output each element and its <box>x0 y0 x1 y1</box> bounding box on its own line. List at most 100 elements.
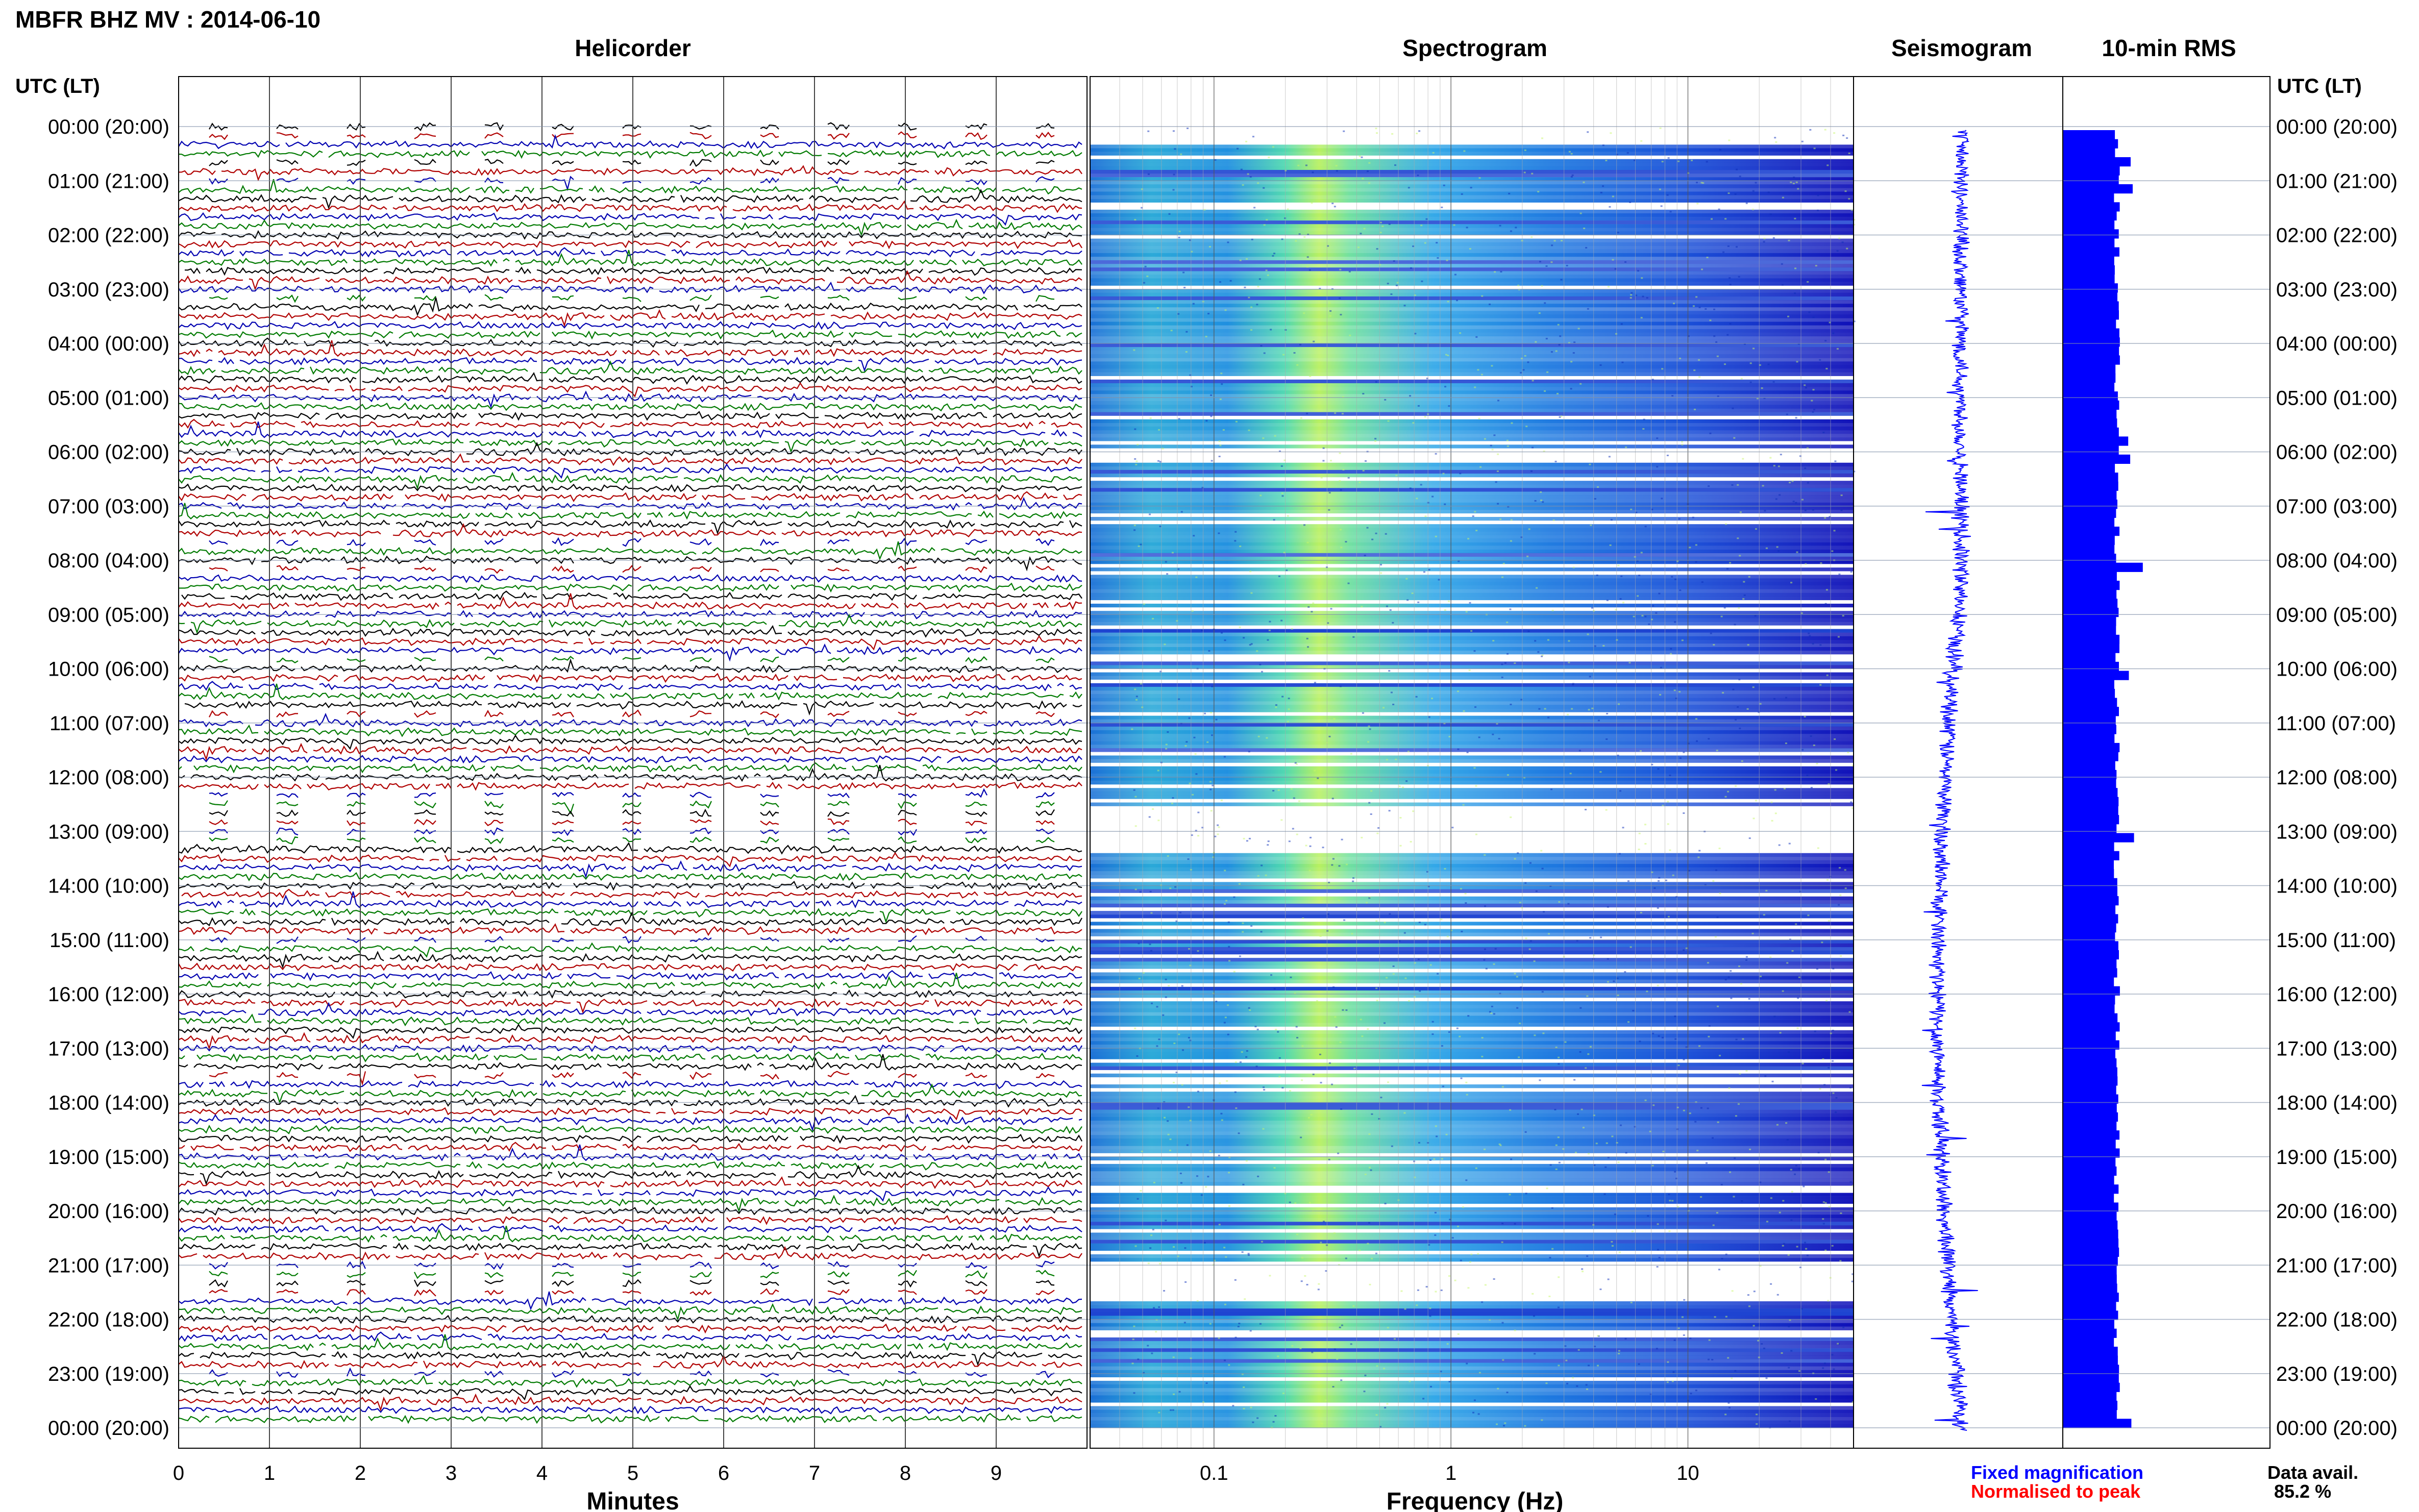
spectrogram-speckle <box>1752 190 1755 192</box>
spectrogram-speckle <box>1819 359 1821 361</box>
spectrogram-speckle <box>1724 796 1727 798</box>
spectrogram-speckle <box>1696 1150 1699 1152</box>
spectrogram-speckle <box>1465 611 1468 613</box>
spectrogram-speckle <box>1614 268 1617 270</box>
spectrogram-speckle <box>1151 1002 1153 1004</box>
spectrogram-speckle <box>1492 733 1494 735</box>
spectrogram-speckle <box>1572 1377 1574 1379</box>
spectrogram-row <box>1090 611 1854 615</box>
spectrogram-row <box>1090 802 1854 806</box>
spectrogram-speckle <box>1784 788 1786 789</box>
helicorder-trace <box>209 788 1055 799</box>
spectrogram-speckle <box>1519 902 1521 904</box>
spectrogram-speckle <box>1829 516 1831 518</box>
helicorder-title: Helicorder <box>575 35 691 61</box>
spectrogram-speckle <box>1165 748 1168 750</box>
spectrogram-speckle <box>1309 269 1311 271</box>
spectrogram-speckle <box>1443 184 1445 186</box>
spectrogram-speckle <box>1551 1248 1554 1250</box>
spectrogram-speckle <box>1762 485 1764 487</box>
helicorder-trace <box>178 1331 1082 1342</box>
rms-bar <box>2063 1419 2132 1428</box>
spectrogram-speckle <box>1621 361 1624 363</box>
spectrogram-row <box>1090 419 1854 424</box>
spectrogram-speckle <box>1188 1037 1190 1038</box>
spectrogram-speckle <box>1651 763 1653 765</box>
spectrogram-row <box>1090 979 1854 983</box>
spectrogram-speckle <box>1685 1046 1688 1048</box>
spectrogram-speckle <box>1534 640 1537 642</box>
spectrogram-speckle <box>1583 181 1585 183</box>
spectrogram-speckle <box>1280 619 1283 622</box>
spectrogram-speckle <box>1493 963 1495 965</box>
spectrogram-speckle <box>1588 709 1590 711</box>
spectrogram-row <box>1090 1214 1854 1219</box>
spectrogram-speckle <box>1214 159 1217 161</box>
spectrogram-row <box>1090 1218 1854 1222</box>
spectrogram-speckle <box>1192 794 1194 796</box>
spectrogram-speckle <box>1380 572 1383 574</box>
rms-bar <box>2063 409 2117 419</box>
spectrogram-speckle <box>1211 460 1213 462</box>
rms-bar <box>2063 527 2120 536</box>
spectrogram-speckle <box>1210 788 1212 790</box>
spectrogram-speckle <box>1558 344 1561 346</box>
spectrogram-speckle <box>1262 1128 1265 1130</box>
spectrogram-speckle <box>1389 609 1392 611</box>
spectrogram-row <box>1090 958 1854 962</box>
spectrogram-speckle <box>1352 1305 1355 1307</box>
spectrogram-speckle <box>1263 352 1266 354</box>
spectrogram-speckle <box>1624 971 1626 973</box>
spectrogram-speckle <box>1131 728 1133 730</box>
spectrogram-speckle <box>1575 1152 1577 1153</box>
spectrogram-speckle <box>1607 981 1609 983</box>
spectrogram-row <box>1090 332 1854 337</box>
spectrogram-row <box>1090 719 1854 723</box>
time-label-right: 05:00 (01:00) <box>2276 387 2398 409</box>
spectrogram-speckle <box>1576 939 1578 941</box>
rms-bar <box>2063 1022 2120 1032</box>
spectrogram-speckle <box>1203 1242 1206 1244</box>
spectrogram-speckle <box>1791 1191 1793 1193</box>
spectrogram-speckle <box>1765 547 1768 549</box>
spectrogram-speckle <box>1822 1218 1824 1220</box>
spectrogram-speckle <box>1351 933 1353 935</box>
spectrogram-speckle <box>1842 615 1844 617</box>
spectrogram-speckle <box>1844 869 1846 871</box>
helicorder-trace <box>178 1323 1082 1334</box>
helicorder-trace <box>178 1246 1082 1261</box>
spectrogram-speckle <box>1834 738 1836 740</box>
spectrogram-row <box>1090 1345 1854 1349</box>
spectrogram-speckle <box>1493 434 1496 436</box>
spectrogram-speckle <box>1848 198 1850 200</box>
spectrogram-speckle <box>1670 648 1672 650</box>
spectrogram-speckle <box>1275 1029 1277 1031</box>
spectrogram-speckle <box>1662 805 1664 806</box>
spectrogram-speckle <box>1611 1135 1614 1137</box>
spectrogram-speckle <box>1618 703 1620 705</box>
spectrogram-speckle <box>1745 1070 1748 1072</box>
spectrogram-speckle <box>1362 393 1365 394</box>
spectrogram-speckle <box>1268 630 1271 631</box>
spectrogram-speckle <box>1312 171 1314 173</box>
spectrogram-speckle <box>1755 182 1757 184</box>
spectrogram-speckle <box>1529 862 1532 864</box>
spectrogram-speckle <box>1557 392 1559 394</box>
spectrogram-speckle <box>1492 640 1495 642</box>
spectrogram-speckle <box>1132 1339 1134 1341</box>
spectrogram-speckle <box>1465 902 1467 904</box>
spectrogram-speckle <box>1829 321 1831 324</box>
spectrogram-speckle <box>1376 248 1378 250</box>
spectrogram-speckle <box>1347 582 1350 584</box>
spectrogram-speckle <box>1445 354 1447 356</box>
spectrogram-speckle <box>1561 240 1563 242</box>
time-label-right: 02:00 (22:00) <box>2276 225 2398 247</box>
spectrogram-speckle <box>1676 1106 1679 1108</box>
rms-bar <box>2063 166 2120 176</box>
spectrogram-speckle <box>1597 1335 1599 1337</box>
spectrogram-speckle <box>1558 1056 1560 1058</box>
spectrogram-speckle <box>1534 1034 1536 1036</box>
spectrogram-speckle <box>1846 1050 1849 1052</box>
spectrogram-row <box>1090 499 1854 503</box>
